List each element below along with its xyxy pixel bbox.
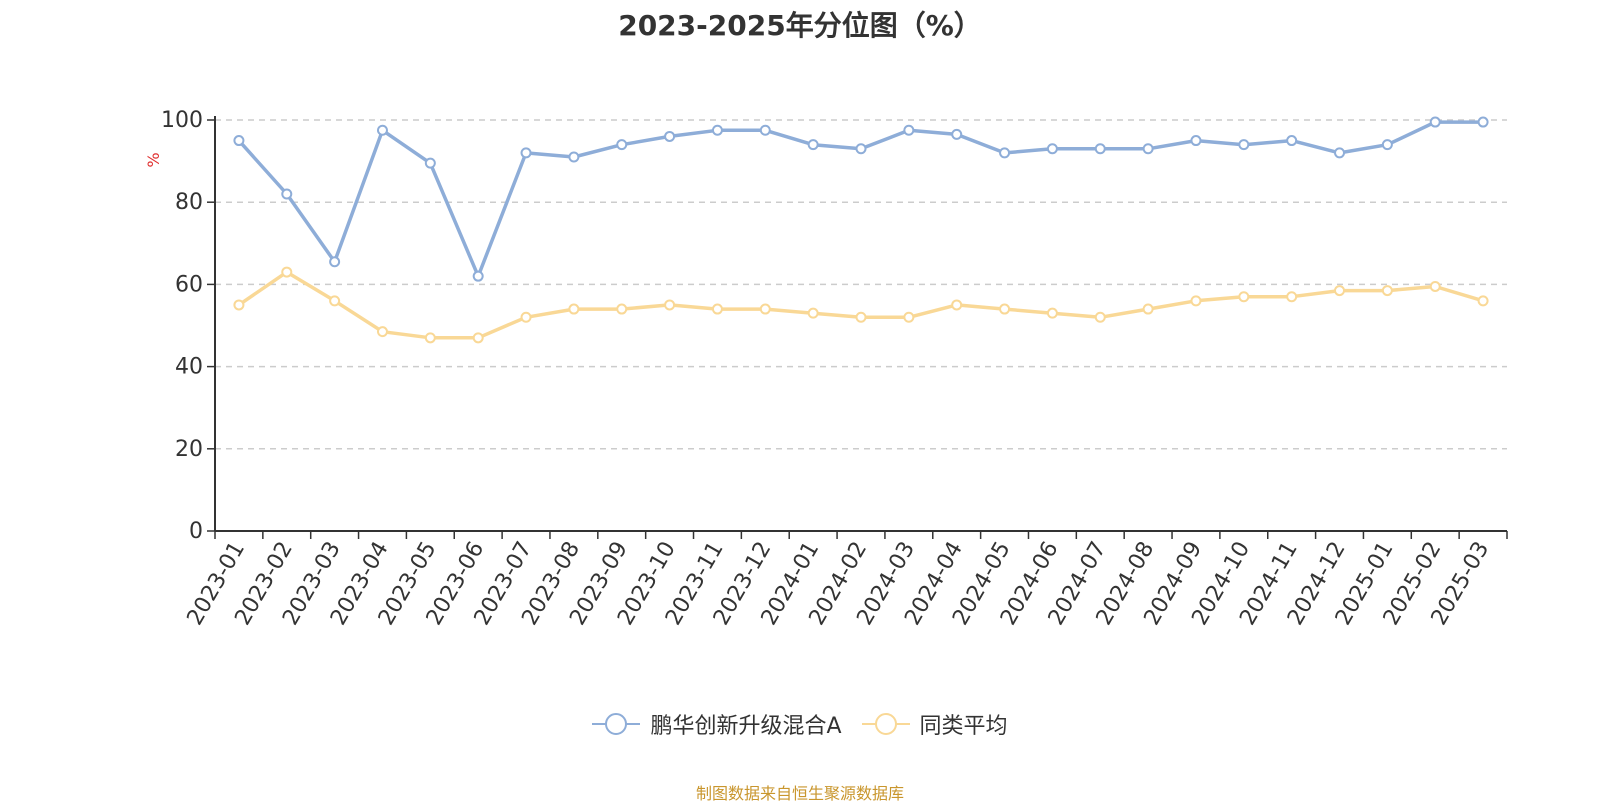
legend-item-series-1[interactable]: 鹏华创新升级混合A	[592, 708, 842, 740]
legend-line-circle-icon	[861, 713, 910, 735]
data-point-series-1	[1334, 147, 1346, 159]
legend-label-series-2: 同类平均	[919, 714, 1008, 739]
data-point-series-2	[616, 303, 628, 315]
y-tick-label: 40	[175, 355, 203, 380]
data-point-series-2	[1477, 295, 1489, 307]
data-point-series-2	[1094, 311, 1106, 323]
data-point-series-1	[424, 157, 436, 169]
legend-item-series-2[interactable]: 同类平均	[861, 708, 1008, 740]
data-point-series-1	[233, 135, 245, 147]
data-point-series-2	[520, 311, 532, 323]
data-point-series-2	[1286, 291, 1298, 303]
data-point-series-1	[1381, 139, 1393, 151]
data-point-series-2	[1142, 303, 1154, 315]
data-point-series-1	[329, 256, 341, 268]
data-point-series-1	[807, 139, 819, 151]
data-point-series-2	[855, 311, 867, 323]
legend-label-series-1: 鹏华创新升级混合A	[650, 714, 842, 739]
data-point-series-2	[1381, 285, 1393, 297]
source-note: 制图数据来自恒生聚源数据库	[695, 784, 904, 803]
data-point-series-2	[759, 303, 771, 315]
data-point-series-1	[759, 124, 771, 136]
chart-title: 2023-2025年分位图（%）	[618, 9, 982, 42]
data-point-series-1	[520, 147, 532, 159]
data-point-series-1	[999, 147, 1011, 159]
data-point-series-2	[1238, 291, 1250, 303]
data-point-series-2	[424, 332, 436, 344]
data-point-series-1	[664, 130, 676, 142]
y-tick-label: 80	[175, 190, 203, 215]
data-point-series-1	[711, 124, 723, 136]
y-tick-label: 100	[161, 108, 203, 133]
data-point-series-1	[568, 151, 580, 163]
data-point-series-1	[1142, 143, 1154, 155]
data-point-series-2	[376, 326, 388, 338]
data-point-series-1	[281, 188, 293, 200]
data-point-series-2	[329, 295, 341, 307]
data-point-series-2	[664, 299, 676, 311]
data-point-series-2	[1190, 295, 1202, 307]
y-axis-label: %	[144, 152, 163, 167]
data-point-series-2	[1046, 307, 1058, 319]
data-point-series-2	[903, 311, 915, 323]
data-point-series-2	[233, 299, 245, 311]
data-point-series-2	[999, 303, 1011, 315]
data-point-series-1	[855, 143, 867, 155]
data-point-series-1	[376, 124, 388, 136]
data-point-series-2	[281, 266, 293, 278]
series-line-2	[237, 270, 1484, 340]
data-point-series-2	[1429, 280, 1441, 292]
legend-line-circle-icon	[592, 713, 641, 735]
y-tick-label: 60	[175, 272, 203, 297]
data-point-series-1	[1429, 116, 1441, 128]
data-point-series-1	[1046, 143, 1058, 155]
y-tick-label: 0	[189, 519, 203, 544]
y-tick-label: 20	[175, 437, 203, 462]
data-point-series-2	[951, 299, 963, 311]
data-point-series-1	[616, 139, 628, 151]
legend: 鹏华创新升级混合A 同类平均	[0, 708, 1600, 740]
data-point-series-1	[903, 124, 915, 136]
data-point-series-2	[711, 303, 723, 315]
data-point-series-1	[1238, 139, 1250, 151]
data-point-series-1	[1286, 135, 1298, 147]
data-point-series-1	[472, 270, 484, 282]
data-point-series-1	[1094, 143, 1106, 155]
data-point-series-1	[951, 128, 963, 140]
data-point-series-2	[1334, 285, 1346, 297]
data-point-series-2	[568, 303, 580, 315]
data-point-series-1	[1190, 135, 1202, 147]
data-point-series-2	[807, 307, 819, 319]
data-point-series-2	[472, 332, 484, 344]
data-point-series-1	[1477, 116, 1489, 128]
